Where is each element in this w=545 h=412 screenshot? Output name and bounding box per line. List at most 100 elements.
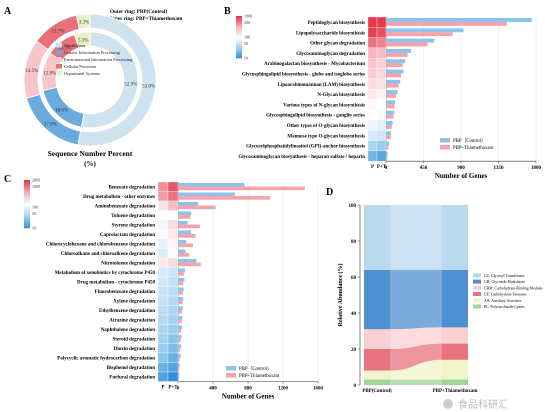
stack-segment-control-pl bbox=[364, 379, 390, 385]
bar-treated-styrene-degradation bbox=[178, 224, 200, 229]
bar-treated-glycosaminoglycan-biosynthesis-heparan-sulfate-heparin bbox=[386, 155, 388, 160]
y-tick-label: 60 bbox=[351, 276, 357, 281]
colorbar-step bbox=[24, 189, 30, 192]
bar-treated-other-types-of-o-glycan-biosynthesis bbox=[386, 124, 392, 129]
bar-control-caprolactam-degradation bbox=[178, 230, 192, 235]
category-label-atrazine-degradation: Atrazine degradation bbox=[109, 318, 155, 323]
colorbar-step bbox=[24, 192, 30, 194]
inner-ring-slice-label: 10.3% bbox=[59, 47, 72, 52]
heat-cell-control bbox=[157, 257, 169, 268]
heat-cell-control bbox=[157, 295, 169, 306]
heat-cell-treated bbox=[376, 78, 387, 90]
colorbar-step bbox=[236, 47, 242, 49]
bar-treated-aminobenzoate-degradation bbox=[178, 205, 216, 210]
colorbar-step bbox=[24, 188, 30, 190]
heat-cell-control bbox=[157, 352, 169, 363]
heat-cell-treated bbox=[167, 333, 179, 344]
panel-label-d: D bbox=[326, 187, 333, 198]
category-label-glycosaminoglycan-biosynthesis-heparan-sulfate-heparin: Glycosaminoglycan biosynthesis - heparan… bbox=[238, 155, 365, 160]
colorbar-step bbox=[236, 27, 242, 29]
y-tick-label: 0 bbox=[354, 384, 357, 389]
legend-label-aa-auxiliary-activities: AA: Auxiliary Activities bbox=[484, 299, 522, 303]
bar-treated-n-glycan-biosynthesis bbox=[386, 94, 396, 98]
bar-control-polycyclic-aromatic-hydrocarbon-degradation bbox=[178, 353, 181, 358]
bar-treated-lipopolysaccharide-biosynthesis bbox=[386, 32, 453, 37]
bar-treated-arabinogalactan-biosynthesis-mycobacterium bbox=[386, 63, 403, 68]
colorbar-step bbox=[24, 226, 30, 229]
category-label-mannose-type-o-glycan-biosynthesis: Mannose type O-glycan biosynthesis bbox=[287, 134, 365, 139]
category-label-glycosphingolipid-biosynthesis-ganglio-series: Glycosphingolipid biosynthesis - ganglio… bbox=[266, 114, 365, 119]
colorbar-step bbox=[236, 33, 242, 36]
inner-ring-slice-label: 12.9% bbox=[43, 71, 56, 76]
outer-ring-slice-label: 53.0% bbox=[142, 84, 155, 89]
x-tick-label: 450 bbox=[420, 166, 428, 171]
legend-label-cellular-processes: Cellular Processes bbox=[64, 64, 97, 69]
bar-treated-chloroalkane-and-chloroalkene-degradation bbox=[178, 253, 190, 257]
colorbar-step bbox=[24, 202, 30, 205]
bar-control-naphthalene-degradation bbox=[178, 325, 182, 330]
ring-note-inner: Inner ring: PBP+Thiamethoxam bbox=[110, 16, 183, 22]
heat-cell-control bbox=[157, 267, 169, 278]
legend-label-environmental-information-processing: Environmental Information Processing bbox=[64, 57, 133, 62]
heat-cell-treated bbox=[376, 88, 387, 100]
colorbar-tick-label: 10 bbox=[244, 56, 248, 61]
flow-band-gh bbox=[390, 269, 442, 330]
bar-control-mannose-type-o-glycan-biosynthesis bbox=[386, 131, 391, 136]
heat-cell-treated bbox=[376, 27, 387, 38]
y-tick-label: 80 bbox=[351, 240, 357, 245]
bar-treated-glycosylphosphatidylinositol-gpi-anchor-biosynthesis bbox=[386, 145, 389, 150]
panel-d-cazy-chart: 0 20 40 60 80 100 Relative Abundance (%) PBP(Co… bbox=[337, 204, 543, 394]
colorbar-step bbox=[236, 25, 242, 27]
heat-cell-treated bbox=[376, 99, 387, 110]
bar-control-ethylbenzene-degradation bbox=[178, 306, 183, 311]
colorbar-step bbox=[24, 182, 30, 184]
inner-ring-slice-label: 5.3% bbox=[78, 39, 88, 44]
legend-label-ce-carbohydrate-esterases: CE: Carbohydrate Esterases bbox=[484, 293, 527, 297]
heat-cell-control bbox=[157, 219, 169, 230]
bar-control-dioxin-degradation bbox=[178, 344, 182, 349]
colorbar-step bbox=[24, 198, 30, 200]
donut-title-unit: (%) bbox=[84, 160, 96, 168]
legend-label-organismal-systems: Organismal Systems bbox=[64, 71, 100, 76]
heat-cell-control bbox=[157, 314, 169, 325]
legend-swatch-ce-carbohydrate-esterases bbox=[473, 292, 481, 296]
colorbar-step bbox=[24, 214, 30, 217]
colorbar-step bbox=[236, 49, 242, 51]
colorbar-step bbox=[236, 32, 242, 35]
colorbar-step bbox=[236, 44, 242, 46]
colorbar-step bbox=[236, 24, 242, 26]
colorbar-step bbox=[236, 28, 242, 30]
bar-control-chloroalkane-and-chloroalkene-degradation bbox=[178, 249, 186, 254]
heat-cell-control bbox=[367, 150, 378, 162]
colorbar-step bbox=[24, 180, 30, 182]
heat-cell-treated bbox=[167, 371, 179, 382]
donut-legend: Metabolism Genetic Information Processing… bbox=[56, 43, 133, 76]
bar-treated-glycosaminoglycan-degradation bbox=[386, 52, 408, 57]
inner-ring-slice-label: 18.6% bbox=[55, 109, 68, 114]
heat-cell-treated bbox=[376, 37, 387, 49]
legend-label-pbp-control: PBP（Control) bbox=[453, 138, 483, 144]
heat-cell-treated bbox=[167, 210, 179, 221]
legend-swatch-organismal-systems bbox=[56, 71, 62, 76]
y-axis-title: Relative Abundance (%) bbox=[337, 263, 344, 326]
bar-treated-glycosphingolipid-biosynthesis-globo-and-isoglobo-series bbox=[386, 73, 401, 78]
heat-cell-control bbox=[157, 286, 169, 297]
bar-treated-bisphenol-degradation bbox=[178, 367, 180, 371]
heat-cell-control bbox=[157, 324, 169, 335]
category-label-other-types-of-o-glycan-biosynthesis: Other types of O-glycan biosynthesis bbox=[287, 124, 365, 129]
stack-segment-control-gt bbox=[364, 205, 390, 270]
colorbar-step bbox=[24, 206, 30, 208]
category-label-metabolism-of-xenobiotics-by-cytochrome-p450: Metabolism of xenobiotics by cytochrome … bbox=[55, 271, 156, 276]
legend-label-pbp-thiamethoxam: PBP+Thiamethoxam bbox=[239, 374, 280, 379]
colorbar-step bbox=[24, 186, 30, 188]
category-label-dioxin-degradation: Dioxin degradation bbox=[114, 347, 155, 352]
category-label-n-glycan-biosynthesis: N-Glycan biosynthesis bbox=[317, 93, 365, 98]
heat-cell-control bbox=[367, 130, 378, 141]
colorbar-step bbox=[24, 208, 30, 211]
heat-cell-control bbox=[157, 276, 169, 287]
ring-note-outer: Outer ring: PBP(Control) bbox=[110, 8, 167, 15]
watermark: 食品科研汇 bbox=[443, 398, 508, 411]
colorbar-step bbox=[24, 225, 30, 228]
